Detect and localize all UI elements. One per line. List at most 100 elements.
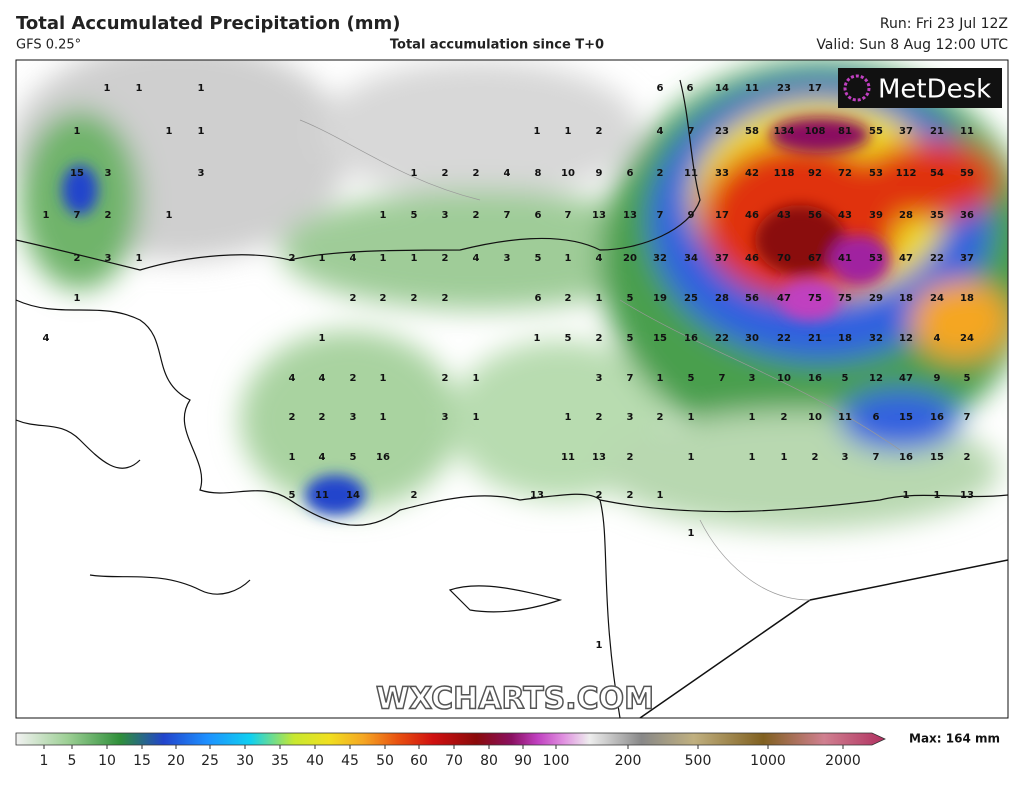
map-value: 5 — [688, 373, 695, 384]
colorbar-tick-label: 30 — [236, 753, 254, 769]
map-value: 7 — [688, 126, 695, 137]
map-value: 3 — [842, 452, 849, 463]
map-value: 55 — [869, 126, 883, 137]
map-value: 1 — [319, 333, 326, 344]
map-value: 1 — [657, 373, 664, 384]
map-value: 18 — [838, 333, 852, 344]
map-value: 2 — [289, 412, 296, 423]
colorbar-tick-label: 90 — [514, 753, 532, 769]
map-value: 5 — [411, 210, 418, 221]
map-value: 1 — [166, 210, 173, 221]
map-value: 134 — [774, 126, 795, 137]
map-value: 43 — [777, 210, 791, 221]
colorbar-tick-label: 25 — [201, 753, 219, 769]
map-value: 41 — [838, 253, 852, 264]
map-value: 9 — [688, 210, 695, 221]
map-value: 2 — [657, 168, 664, 179]
map-value: 4 — [319, 373, 326, 384]
map-value: 92 — [808, 168, 822, 179]
map-value: 1 — [198, 126, 205, 137]
map-value: 17 — [715, 210, 729, 221]
map-value: 1 — [104, 83, 111, 94]
map-value: 2 — [596, 126, 603, 137]
map-value: 17 — [808, 83, 822, 94]
map-value: 16 — [930, 412, 944, 423]
map-value: 20 — [623, 253, 637, 264]
colorbar-tick-label: 2000 — [825, 753, 861, 769]
map-value: 46 — [745, 210, 759, 221]
map-value: 2 — [596, 333, 603, 344]
map-value: 1 — [136, 253, 143, 264]
map-value: 37 — [960, 253, 974, 264]
map-value: 1 — [411, 253, 418, 264]
map-value: 12 — [869, 373, 883, 384]
map-value: 1 — [657, 490, 664, 501]
map-value: 3 — [105, 253, 112, 264]
map-value: 2 — [411, 293, 418, 304]
map-value: 1 — [473, 412, 480, 423]
colorbar-tick-label: 45 — [341, 753, 359, 769]
map-value: 4 — [596, 253, 603, 264]
map-value: 5 — [842, 373, 849, 384]
map-value: 2 — [442, 293, 449, 304]
map-value: 11 — [960, 126, 974, 137]
map-value: 75 — [838, 293, 852, 304]
map-value: 13 — [592, 210, 606, 221]
map-value: 2 — [105, 210, 112, 221]
map-value: 11 — [745, 83, 759, 94]
map-field: 1 1 1 6 6 14 11 23 171 1 1 1 1 2 4 7 23 58 134 108 81 55 37 21 1… — [16, 60, 1008, 718]
map-value: 15 — [899, 412, 913, 423]
map-value: 3 — [596, 373, 603, 384]
colorbar-tick-label: 20 — [167, 753, 185, 769]
map-value: 6 — [657, 83, 664, 94]
map-value: 1 — [198, 83, 205, 94]
map-value: 10 — [808, 412, 822, 423]
colorbar-tick-label: 35 — [271, 753, 289, 769]
map-value: 1 — [380, 253, 387, 264]
map-value: 1 — [166, 126, 173, 137]
map-value: 2 — [442, 373, 449, 384]
map-value: 70 — [777, 253, 791, 264]
map-value: 2 — [411, 490, 418, 501]
map-value: 7 — [565, 210, 572, 221]
map-value: 4 — [473, 253, 480, 264]
map-value: 9 — [934, 373, 941, 384]
title: Total Accumulated Precipitation (mm) — [16, 13, 401, 34]
brand: MetDesk — [878, 75, 991, 105]
map-value: 10 — [561, 168, 575, 179]
map-value: 5 — [350, 452, 357, 463]
map-value: 1 — [534, 126, 541, 137]
map-value: 1 — [688, 528, 695, 539]
map-value: 19 — [653, 293, 667, 304]
map-value: 37 — [715, 253, 729, 264]
map-value: 3 — [627, 412, 634, 423]
map-value: 2 — [319, 412, 326, 423]
map-value: 1 — [43, 210, 50, 221]
valid-time: Valid: Sun 8 Aug 12:00 UTC — [816, 37, 1008, 53]
map-value: 34 — [684, 253, 698, 264]
map-value: 7 — [964, 412, 971, 423]
colorbar-tick-label: 50 — [376, 753, 394, 769]
map-value: 16 — [808, 373, 822, 384]
map-value: 13 — [592, 452, 606, 463]
map-value: 5 — [565, 333, 572, 344]
colorbar-tick-label: 10 — [98, 753, 116, 769]
map-frame — [15, 59, 1009, 719]
map-value: 112 — [896, 168, 917, 179]
map-value: 1 — [565, 412, 572, 423]
colorbar-tick-label: 40 — [306, 753, 324, 769]
value-labels: 1 1 1 6 6 14 11 23 171 1 1 1 1 2 4 7 23 58 134 108 81 55 37 21 1… — [43, 83, 974, 651]
map-value: 25 — [684, 293, 698, 304]
colorbar-ticks: 1 5 10 15 20 25 30 35 40 45 50 60 70 80 90 100 200 500 100… — [40, 745, 861, 769]
map-value: 1 — [319, 253, 326, 264]
map-value: 2 — [350, 373, 357, 384]
map-value: 1 — [565, 126, 572, 137]
map-value: 14 — [346, 490, 360, 501]
map-value: 53 — [869, 253, 883, 264]
map-value: 4 — [350, 253, 357, 264]
map-value: 9 — [596, 168, 603, 179]
max-label: Max: 164 mm — [909, 732, 1000, 746]
map-value: 7 — [504, 210, 511, 221]
map-value: 15 — [653, 333, 667, 344]
map-value: 11 — [561, 452, 575, 463]
